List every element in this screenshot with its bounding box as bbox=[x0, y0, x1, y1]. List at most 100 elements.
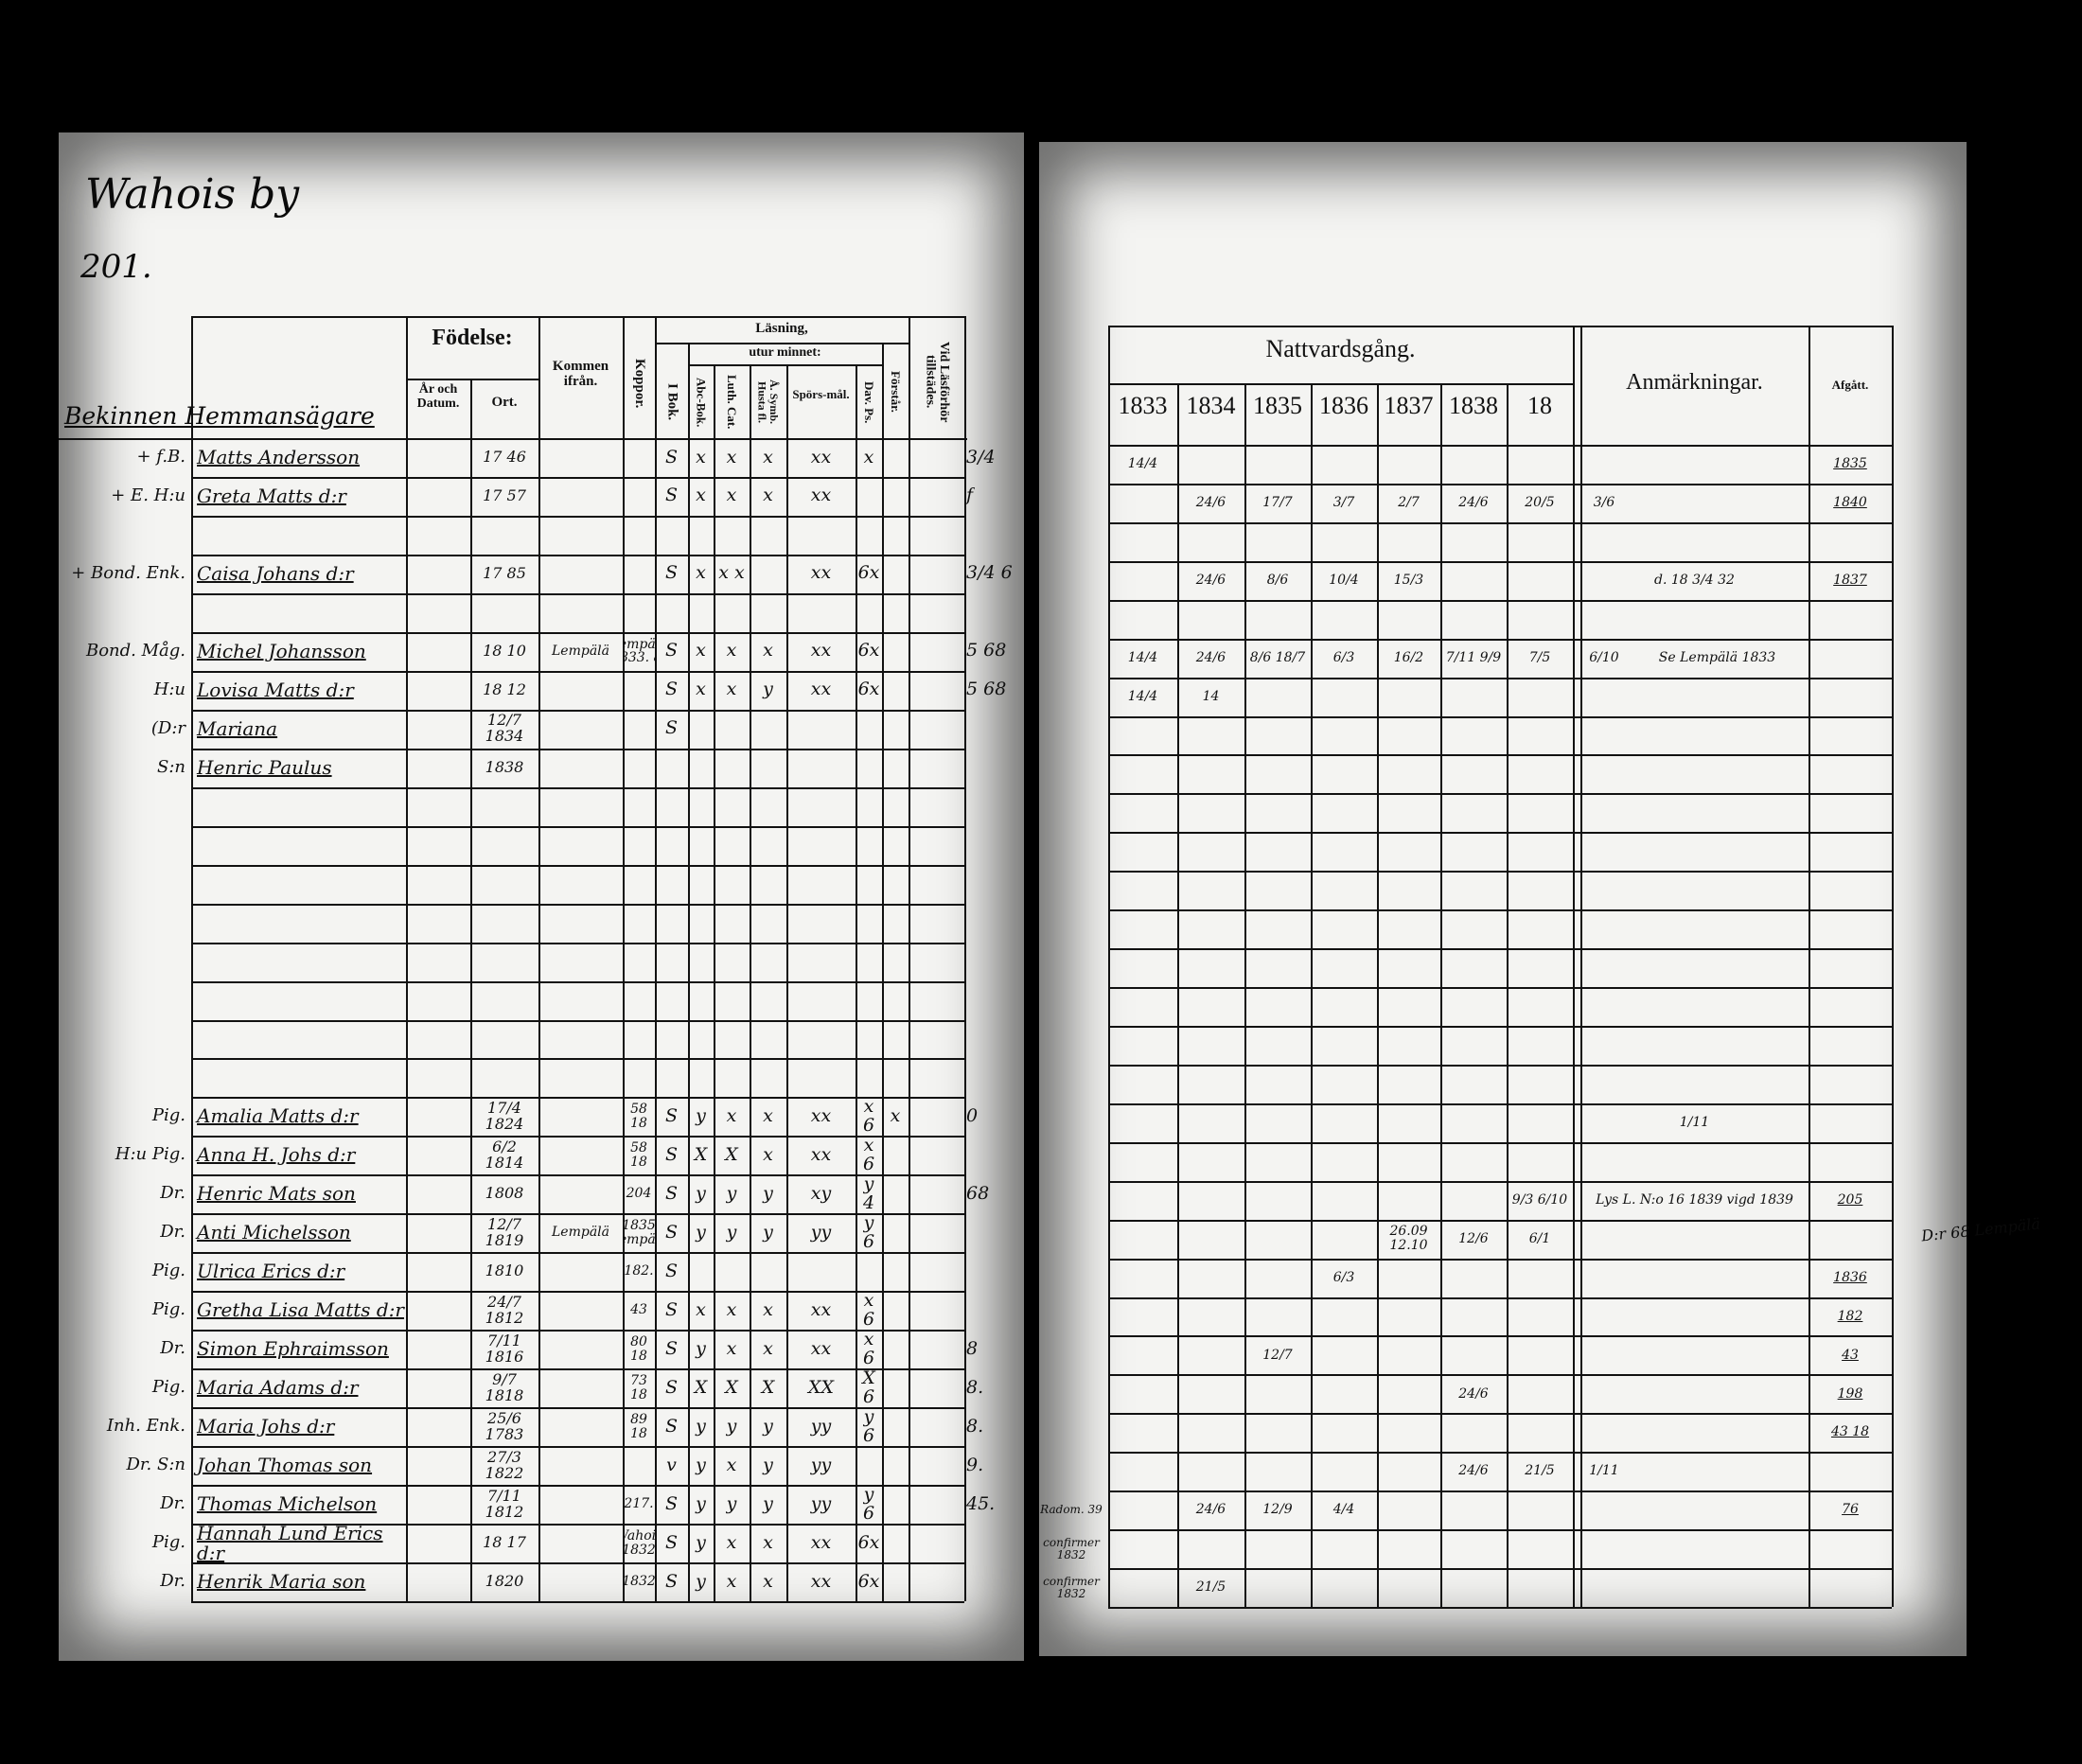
row-rule bbox=[191, 903, 964, 906]
cell-abc: x bbox=[726, 1531, 737, 1553]
row-rule bbox=[191, 1524, 964, 1526]
row-rule bbox=[1108, 677, 1892, 679]
remark bbox=[1582, 1529, 1807, 1568]
cell-symb: xx bbox=[810, 1143, 832, 1165]
symbol-header: Å. Symb. Husta fl. bbox=[755, 379, 782, 425]
cell-name: Hannah Lund Erics d:r bbox=[197, 1524, 383, 1563]
cell-luth: y bbox=[763, 1454, 773, 1475]
cell-forstar bbox=[909, 671, 964, 710]
cell-forstar bbox=[909, 1174, 964, 1213]
cell-year: 17 46 bbox=[483, 448, 526, 467]
row-rule bbox=[1108, 1335, 1892, 1338]
row-rule bbox=[191, 1562, 964, 1565]
margin-annotation: H:u bbox=[153, 679, 185, 699]
row-rule bbox=[1108, 1413, 1892, 1416]
communion-date bbox=[1108, 1374, 1177, 1413]
communion-date bbox=[1311, 1220, 1377, 1259]
cell-year: 17 57 bbox=[483, 486, 526, 505]
cell-from: 1832 bbox=[623, 1574, 655, 1590]
row-rule bbox=[191, 554, 964, 556]
communion-date: 20/5 bbox=[1525, 495, 1555, 511]
communion-date bbox=[1108, 1259, 1177, 1297]
communion-date bbox=[1244, 1374, 1311, 1413]
column-rule bbox=[1580, 326, 1582, 1607]
margin-annotation: H:u Pig. bbox=[115, 1144, 185, 1165]
row-rule bbox=[1108, 1607, 1892, 1609]
communion-date bbox=[1244, 1103, 1311, 1142]
cell-symb: xx bbox=[810, 1104, 832, 1126]
communion-date: 7/11 9/9 bbox=[1445, 649, 1502, 665]
communion-date: 7/5 bbox=[1528, 649, 1551, 665]
cell-koppor: S bbox=[664, 1260, 679, 1281]
cell-from bbox=[623, 477, 655, 516]
birth-date-header: År och Datum. bbox=[416, 382, 460, 411]
communion-date: 12/6 bbox=[1458, 1230, 1489, 1246]
communion-date: 10/4 bbox=[1329, 572, 1359, 588]
column-rule bbox=[191, 316, 193, 1601]
cell-luth: x bbox=[763, 1531, 773, 1553]
cell-dav bbox=[882, 1368, 909, 1407]
cell-symb: yy bbox=[810, 1492, 832, 1514]
cell-ibok: x bbox=[696, 1298, 706, 1320]
remark bbox=[1582, 1374, 1807, 1413]
cell-koppor: S bbox=[664, 485, 679, 506]
cell-year: 18 10 bbox=[483, 641, 526, 660]
cell-ibok: x bbox=[696, 679, 706, 700]
cell-vid bbox=[964, 1291, 968, 1330]
row-rule bbox=[191, 1368, 964, 1371]
row-rule bbox=[1108, 909, 1892, 912]
cell-name: Thomas Michelson bbox=[197, 1492, 378, 1516]
departed-value: 198 bbox=[1837, 1385, 1863, 1402]
cell-place bbox=[538, 710, 623, 749]
column-rule bbox=[470, 379, 472, 1601]
communion-date bbox=[1108, 1297, 1177, 1336]
row-rule bbox=[191, 1252, 964, 1255]
cell-place bbox=[538, 1136, 623, 1174]
margin-note: Radom. 39 bbox=[1040, 1503, 1103, 1517]
cell-spors bbox=[856, 477, 882, 516]
cell-from: 80 18 bbox=[630, 1334, 647, 1364]
departed-value: 182 bbox=[1837, 1308, 1863, 1324]
book-reading-header: I Bok. bbox=[664, 383, 680, 421]
cell-ibok bbox=[688, 749, 714, 787]
communion-date bbox=[1507, 1259, 1573, 1297]
cell-abc: x bbox=[726, 1454, 737, 1475]
cell-vid bbox=[964, 1252, 968, 1291]
cell-ibok: y bbox=[696, 1492, 706, 1514]
year-header-1836: 1836 bbox=[1319, 392, 1368, 419]
cell-koppor: S bbox=[664, 1182, 679, 1204]
cell-luth: y bbox=[763, 679, 773, 700]
departed-value: 43 bbox=[1842, 1347, 1859, 1363]
cell-name: Maria Adams d:r bbox=[197, 1376, 359, 1400]
communion-date: 6/1 bbox=[1528, 1230, 1551, 1246]
column-rule bbox=[1809, 326, 1810, 1607]
communion-date bbox=[1440, 561, 1507, 600]
row-rule bbox=[1108, 521, 1892, 524]
column-rule bbox=[1244, 383, 1246, 1607]
understands-header: Förstår. bbox=[888, 371, 903, 413]
margin-annotation: (D:r bbox=[150, 717, 185, 738]
cell-koppor: S bbox=[664, 1492, 679, 1514]
cell-name: Henric Mats son bbox=[197, 1182, 356, 1206]
remark bbox=[1582, 1568, 1807, 1607]
cell-place bbox=[538, 1446, 623, 1485]
margin-annotation: Dr. bbox=[160, 1183, 185, 1204]
cell-spors: x 6 bbox=[862, 1330, 875, 1368]
cell-dav bbox=[882, 555, 909, 593]
cell-ibok bbox=[688, 1252, 714, 1291]
cell-spors: X 6 bbox=[862, 1368, 875, 1407]
cell-name: Gretha Lisa Matts d:r bbox=[197, 1298, 404, 1322]
communion-date bbox=[1507, 678, 1573, 716]
cell-place bbox=[538, 1485, 623, 1524]
cell-luth bbox=[750, 710, 786, 749]
row-rule bbox=[191, 670, 964, 673]
cell-abc: y bbox=[726, 1182, 737, 1204]
cell-year: 27/3 1822 bbox=[485, 1447, 524, 1482]
departed-header: Afgått. bbox=[1831, 378, 1869, 392]
village-name: Wahois by bbox=[85, 170, 300, 219]
cell-dav bbox=[882, 1485, 909, 1524]
cell-from bbox=[623, 671, 655, 710]
departed-value: 1835 bbox=[1833, 456, 1867, 472]
row-rule bbox=[191, 1136, 964, 1138]
cell-dav bbox=[882, 632, 909, 671]
